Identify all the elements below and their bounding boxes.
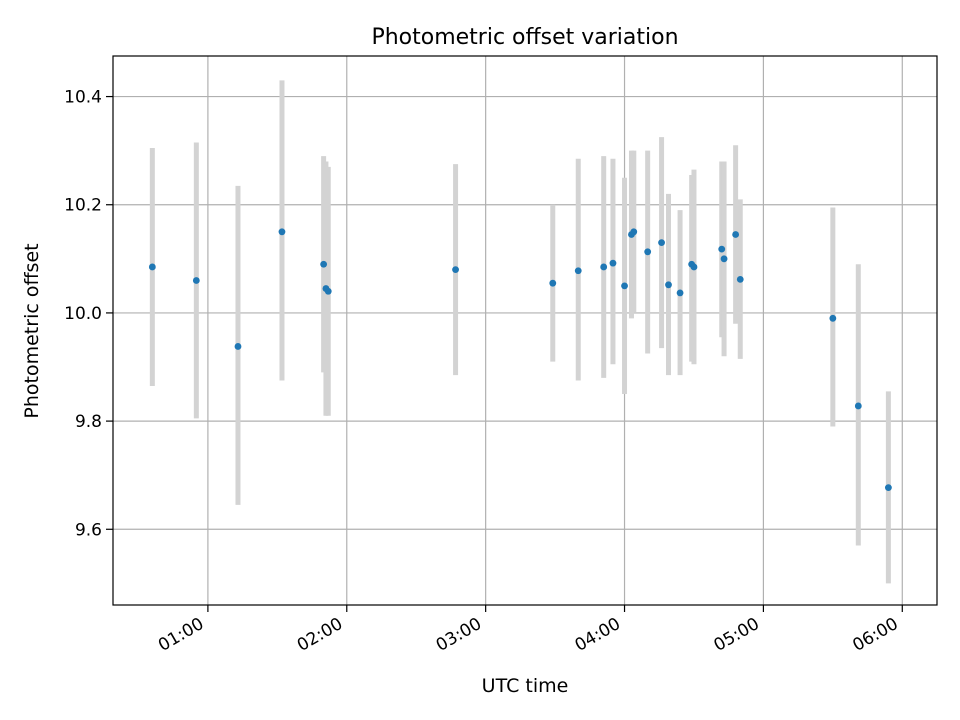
data-point: [630, 228, 638, 236]
grid-layer: [113, 56, 937, 605]
data-point: [884, 484, 892, 492]
data-point: [234, 343, 242, 350]
data-point: [278, 228, 286, 236]
data-point: [676, 289, 684, 297]
plot-frame: [112, 55, 938, 606]
data-point: [609, 259, 617, 267]
data-point: [658, 239, 665, 247]
data-point: [720, 255, 728, 263]
data-point: [324, 287, 332, 295]
point-layer: [148, 228, 892, 492]
y-tick-label: 10.2: [64, 196, 102, 216]
data-point: [829, 314, 837, 322]
data-point: [192, 277, 200, 284]
data-point: [665, 281, 672, 289]
data-point: [854, 402, 862, 410]
data-point: [644, 248, 652, 256]
data-point: [690, 263, 698, 271]
data-point: [452, 266, 459, 274]
x-axis-label: UTC time: [482, 675, 569, 697]
y-axis-ticks: 9.6 9.8 10.0 10.2 10.4: [64, 88, 113, 540]
data-point: [574, 267, 582, 275]
y-tick-label: 10.0: [64, 304, 102, 324]
data-point: [148, 263, 156, 271]
data-point: [718, 245, 726, 253]
chart-title: Photometric offset variation: [371, 25, 678, 50]
y-tick-label: 9.8: [75, 412, 102, 432]
data-point: [320, 260, 328, 268]
data-point: [621, 282, 628, 290]
data-point: [549, 279, 557, 287]
y-tick-label: 9.6: [75, 520, 102, 540]
y-tick-label: 10.4: [64, 88, 102, 108]
data-point: [736, 275, 744, 283]
data-point: [732, 231, 740, 238]
y-axis-label: Photometric offset: [21, 243, 43, 418]
data-point: [600, 263, 608, 271]
